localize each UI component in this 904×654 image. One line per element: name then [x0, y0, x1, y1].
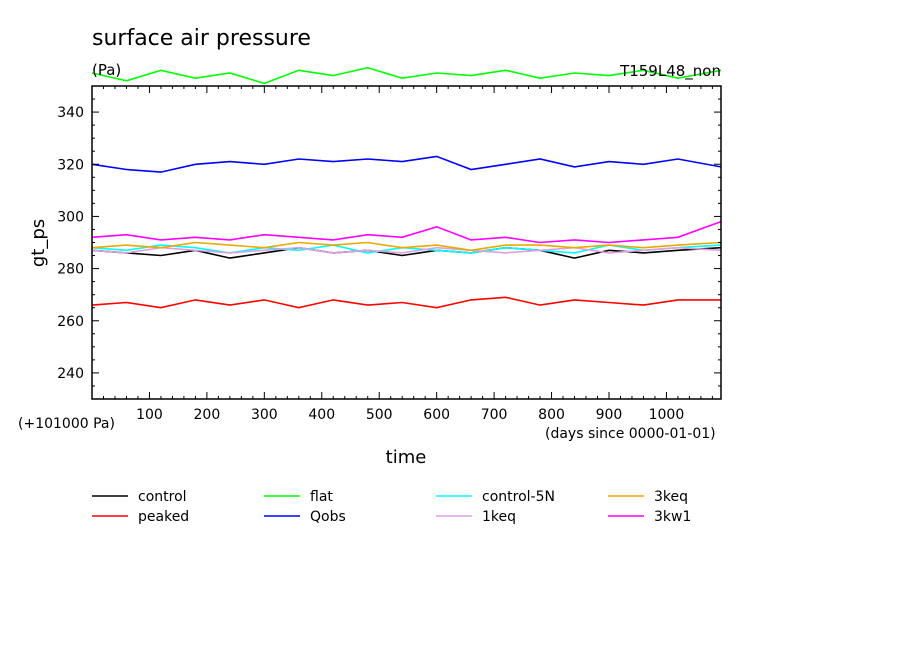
x-tick-label: 700: [481, 407, 508, 423]
y-tick-label: 280: [57, 262, 84, 278]
x-tick-label: 800: [538, 407, 565, 423]
series-line-flat: [91, 66, 722, 85]
legend-label: control: [138, 489, 187, 505]
y-tick-label: 320: [57, 157, 84, 173]
y-offset-note: (+101000 Pa): [18, 416, 115, 432]
legend-label: Qobs: [310, 509, 346, 525]
legend-label: peaked: [138, 509, 189, 525]
units-label: (Pa): [92, 61, 121, 79]
y-tick-label: 300: [57, 209, 84, 225]
series-line-qobs: [91, 155, 722, 173]
chart-title: surface air pressure: [92, 26, 311, 51]
tick-layer: 100 200 300 400 500 600 700 800 900 1000 240 260 280…: [57, 85, 721, 423]
x-tick-label: 400: [308, 407, 335, 423]
y-axis-label: gt_ps: [28, 219, 49, 267]
x-tick-label: 100: [136, 407, 163, 423]
x-tick-label: 500: [366, 407, 393, 423]
y-tick-label: 260: [57, 314, 84, 330]
legend-label: 3kw1: [654, 509, 691, 525]
series-layer: [91, 66, 722, 309]
y-tick-label: 340: [57, 105, 84, 121]
plot-frame: [91, 85, 722, 400]
legend-label: control-5N: [482, 489, 555, 505]
series-line-peaked: [91, 296, 721, 309]
series-line-3kw1: [91, 220, 722, 244]
legend: control peaked flat Qobs control-5N 1keq 3keq 3…: [92, 489, 691, 525]
series-line-1keq: [91, 246, 722, 254]
x-tick-label: 200: [194, 407, 221, 423]
x-axis-label: time: [386, 447, 427, 468]
x-tick-label: 1000: [649, 407, 685, 423]
y-tick-label: 240: [57, 366, 84, 382]
x-note: (days since 0000-01-01): [545, 426, 716, 442]
x-tick-label: 300: [251, 407, 278, 423]
x-tick-label: 900: [596, 407, 623, 423]
series-line-3keq: [91, 241, 722, 252]
legend-label: flat: [310, 489, 333, 505]
run-label: T159L48_non: [619, 62, 721, 81]
legend-label: 3keq: [654, 489, 688, 505]
legend-label: 1keq: [482, 509, 516, 525]
x-tick-label: 600: [423, 407, 450, 423]
